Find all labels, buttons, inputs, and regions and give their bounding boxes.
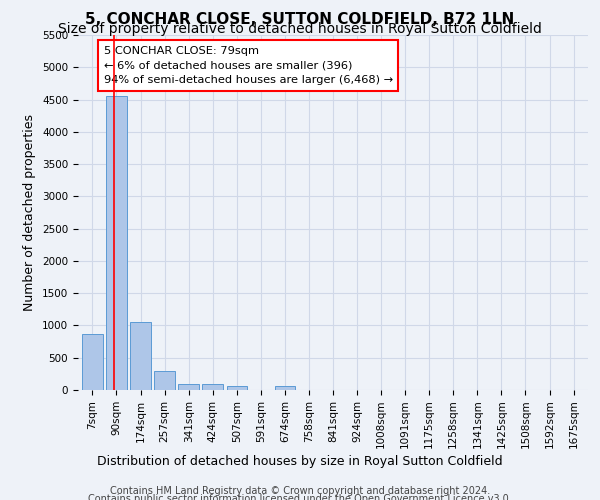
Bar <box>178 384 199 390</box>
Y-axis label: Number of detached properties: Number of detached properties <box>23 114 37 311</box>
Bar <box>130 322 151 390</box>
Bar <box>82 334 103 390</box>
Text: Size of property relative to detached houses in Royal Sutton Coldfield: Size of property relative to detached ho… <box>58 22 542 36</box>
Text: Contains public sector information licensed under the Open Government Licence v3: Contains public sector information licen… <box>88 494 512 500</box>
Text: Distribution of detached houses by size in Royal Sutton Coldfield: Distribution of detached houses by size … <box>97 455 503 468</box>
Bar <box>202 384 223 390</box>
Text: 5 CONCHAR CLOSE: 79sqm
← 6% of detached houses are smaller (396)
94% of semi-det: 5 CONCHAR CLOSE: 79sqm ← 6% of detached … <box>104 46 392 86</box>
Text: 5, CONCHAR CLOSE, SUTTON COLDFIELD, B72 1LN: 5, CONCHAR CLOSE, SUTTON COLDFIELD, B72 … <box>85 12 515 28</box>
Bar <box>275 386 295 390</box>
Text: Contains HM Land Registry data © Crown copyright and database right 2024.: Contains HM Land Registry data © Crown c… <box>110 486 490 496</box>
Bar <box>154 372 175 390</box>
Bar <box>227 386 247 390</box>
Bar <box>106 96 127 390</box>
